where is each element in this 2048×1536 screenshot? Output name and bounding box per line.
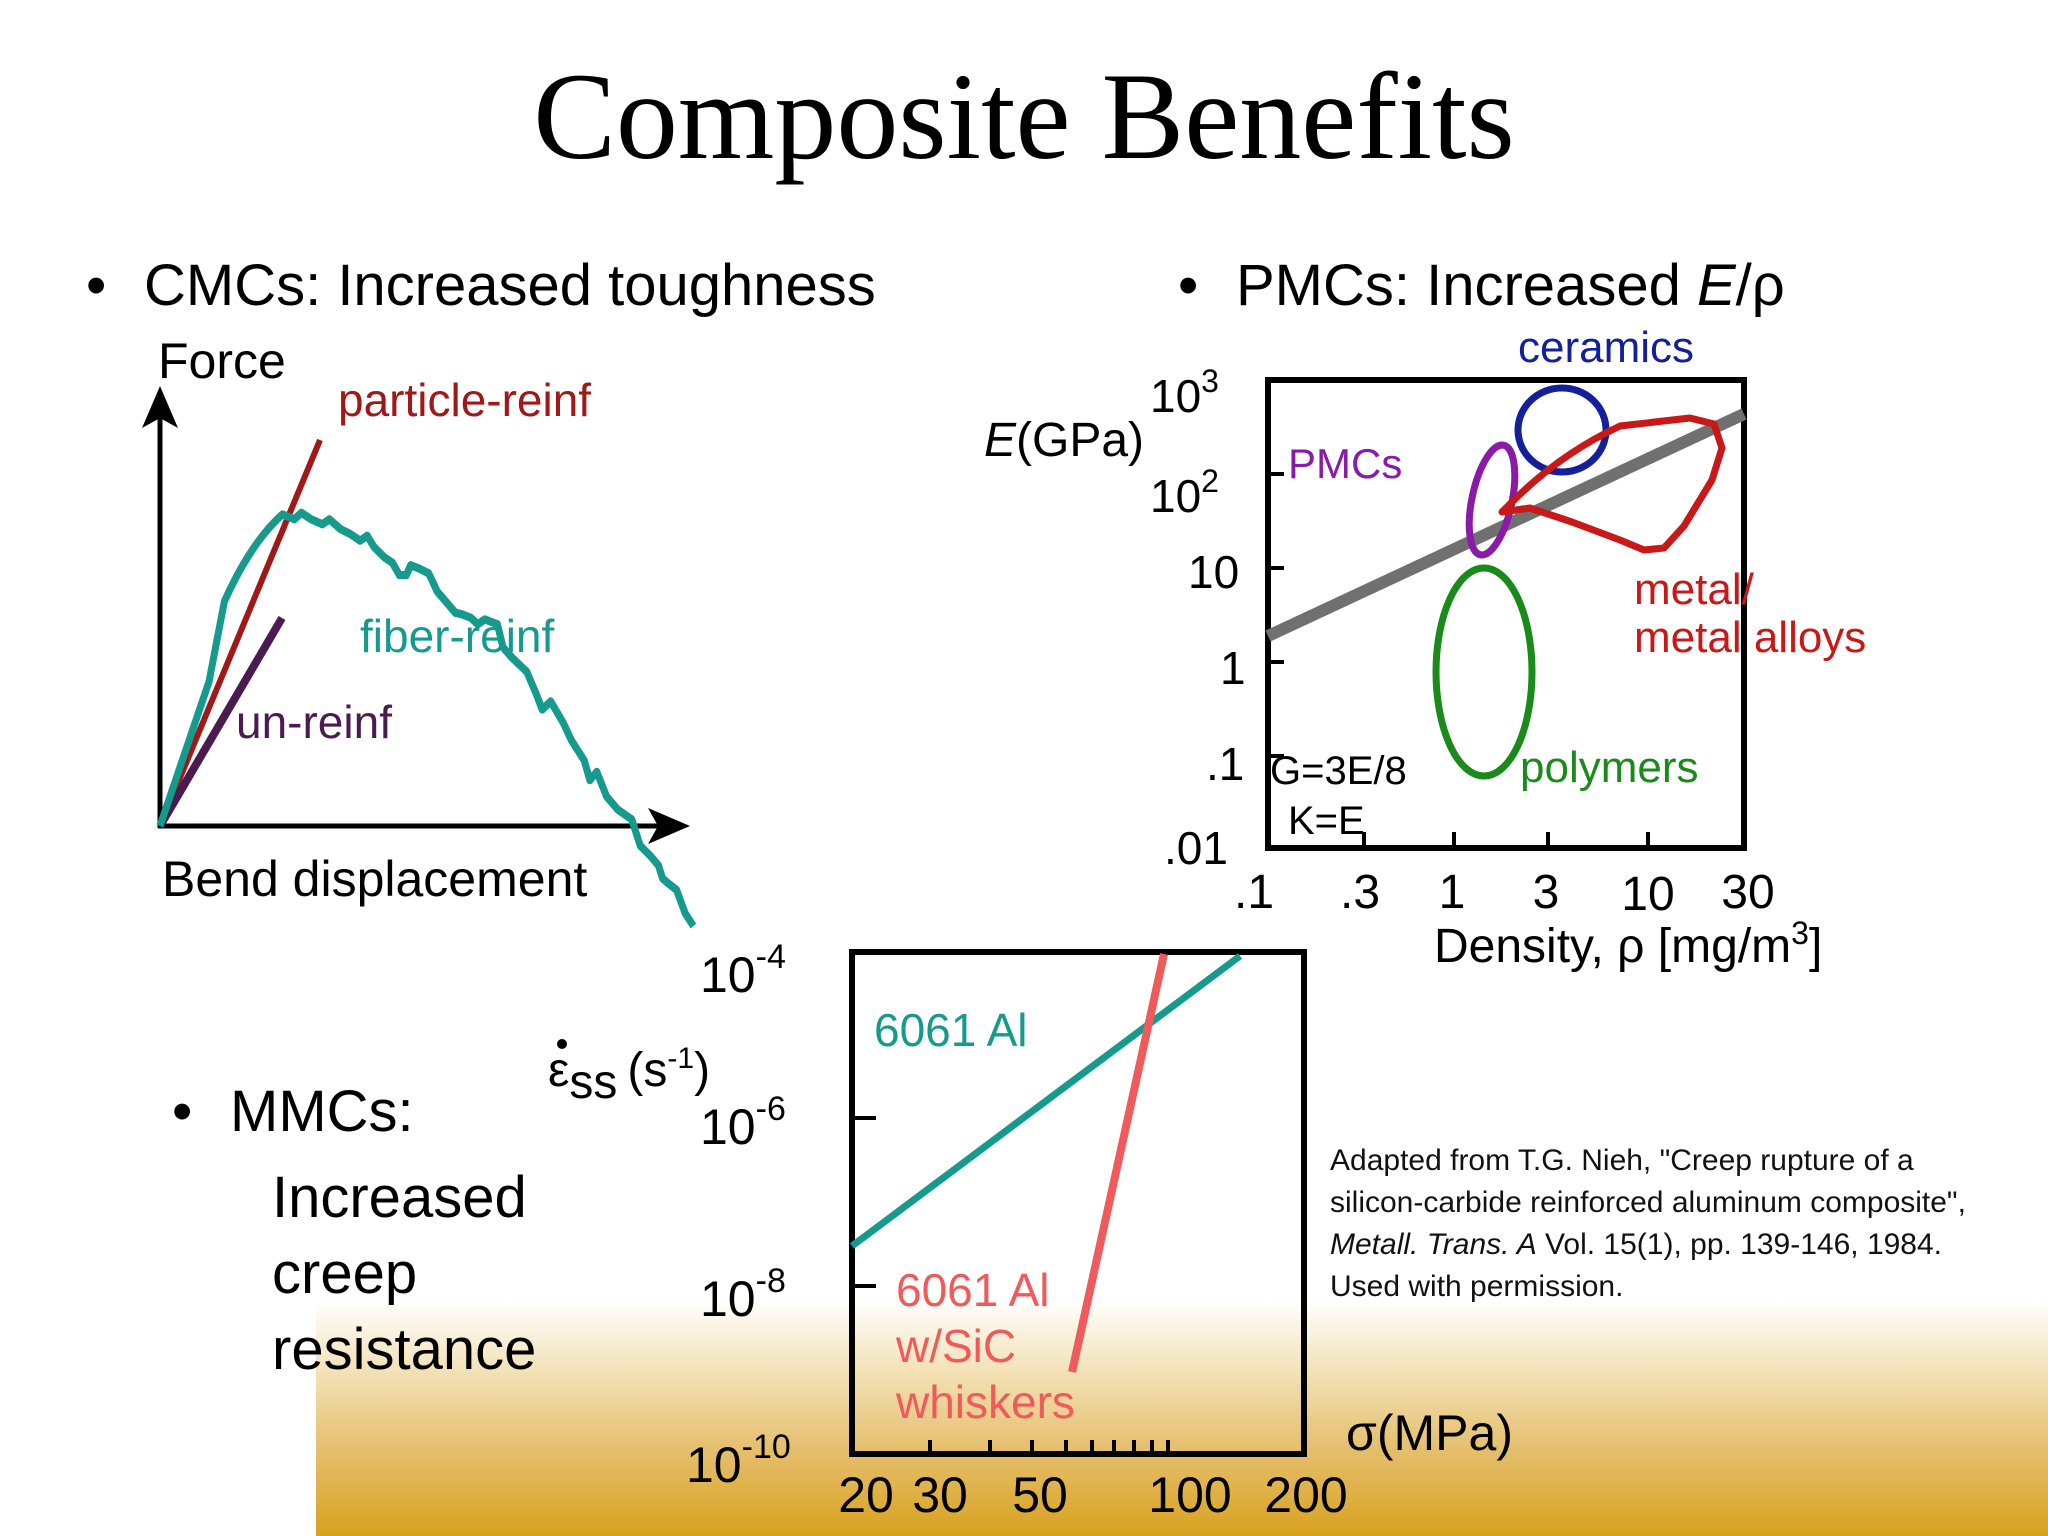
mmc-x-tick-label: 50 [1012,1467,1068,1523]
bullet-pmc-prefix: PMCs: Increased [1236,253,1697,318]
pmc-x-tick-label: 1 [1439,866,1466,919]
mmc-y-tick-label: 10-4 [700,938,786,1003]
pmcs-label: PMCs [1288,440,1402,487]
mmc-y-tick-label: 10-8 [700,1262,786,1327]
citation-line-1: Adapted from T.G. Nieh, "Creep rupture o… [1330,1144,1914,1177]
cmc-x-arrowhead [648,808,690,844]
bullet-mmc: • MMCs: [172,1079,414,1144]
bullet-mmc-text: MMCs: [230,1079,414,1144]
mmc-y-tick-label: 10-10 [686,1428,791,1493]
series-sic-label-line1: 6061 Al [896,1264,1049,1316]
citation-line-3: Metall. Trans. A Vol. 15(1), pp. 139-146… [1330,1224,1966,1266]
cmc-diagram: Force Bend displacement particle-reinf f… [142,333,697,929]
pmc-y-tick-label: .1 [1206,738,1244,790]
mmc-y-ticks [852,1116,876,1288]
mmc-line-2: creep [272,1241,418,1306]
bullet-cmc-text: CMCs: Increased toughness [144,253,876,318]
mmc-x-tick-label: 200 [1264,1467,1347,1523]
pmc-x-tick-label: 30 [1721,866,1774,919]
mmc-x-tick-labels: 20 30 50 100 200 [838,1467,1348,1523]
series-6061-al-sic [1068,953,1168,1373]
citation-line-4: Used with permission. [1330,1270,1624,1303]
particle-reinf-curve [157,438,323,828]
pmc-y-tick-label: .01 [1164,822,1228,874]
particle-reinf-label: particle-reinf [338,374,591,426]
pmc-x-tick-label: .3 [1340,866,1380,919]
pmc-x-ticks [1362,832,1650,848]
bullet-pmc-e: E [1696,253,1736,318]
pmc-x-label: Density, ρ [mg/m3] [1434,915,1822,973]
footer-gradient [316,1300,2048,1536]
mmc-y-label: εss (s-1) [548,1042,710,1109]
epsilon-dot [557,1039,567,1049]
pmc-plot-frame [1265,377,1747,851]
citation-line-2: silicon-carbide reinforced aluminum comp… [1330,1186,1966,1219]
bullet-pmc: • PMCs: Increased E/ρ [1178,253,1785,318]
mmc-y-tick-labels: 10-4 10-6 10-8 10-10 [686,938,791,1493]
mmc-y-tick-label: 10-6 [700,1090,786,1155]
citation-volume: Vol. 15(1), pp. 139-146, 1984. [1536,1228,1943,1261]
citation: Adapted from T.G. Nieh, "Creep rupture o… [1330,1140,1966,1308]
mmc-line-1: Increased [272,1165,527,1230]
fiber-reinf-curve [156,508,697,929]
pmc-y-tick-label: 10 [1188,546,1239,598]
bullet-pmc-rho: /ρ [1735,253,1785,318]
ceramics-label: ceramics [1518,323,1694,372]
pmc-x-tick-label: 3 [1533,866,1560,919]
series-sic-label-line2: w/SiC [895,1320,1016,1372]
mmc-x-tick-label: 20 [838,1467,894,1523]
cmc-y-label: Force [158,333,286,389]
pmc-y-tick-label: 102 [1150,463,1219,522]
mmc-x-tick-label: 100 [1148,1467,1231,1523]
pmc-k-equation: K=E [1288,799,1365,843]
mmc-x-tick-label: 30 [912,1467,968,1523]
pmc-y-tick-labels: 103 102 10 1 .1 .01 [1150,363,1246,874]
pmc-y-tick-label: 103 [1150,363,1219,422]
series-6061-al [849,953,1243,1249]
mmc-chart: 6061 Al 6061 Al w/SiC whiskers 10-4 10-6… [548,938,1513,1523]
slide-title: Composite Benefits [533,48,1515,185]
metal-label-line1: metal/ [1634,565,1755,614]
mmc-plot-frame [849,949,1307,1457]
fiber-reinf-label: fiber-reinf [360,610,555,662]
series-6061-al-label: 6061 Al [874,1004,1027,1056]
pmc-x-tick-labels: .1 .3 1 3 10 30 [1234,866,1775,921]
pmc-chart: ceramics PMCs metal/ metal alloys polyme… [984,323,1866,973]
pmc-y-label-e: E [984,414,1017,467]
metals-region [1498,414,1726,554]
citation-journal: Metall. Trans. A [1330,1228,1537,1261]
bullet-cmc: • CMCs: Increased toughness [86,253,876,318]
mmc-x-ticks [928,1440,1170,1454]
pmc-y-ticks [1268,378,1284,758]
un-reinf-label: un-reinf [236,696,392,748]
pmc-x-tick-label: .1 [1234,866,1274,919]
mmc-description: Increased creep resistance [272,1160,536,1388]
mmc-x-label: σ(MPa) [1346,1405,1513,1461]
polymers-region [1432,564,1536,780]
series-sic-label-line3: whiskers [895,1376,1075,1428]
mmc-line-3: resistance [272,1317,537,1382]
cmc-y-arrowhead [142,386,178,428]
polymers-label: polymers [1520,743,1699,792]
pmc-y-label: E(GPa) [984,414,1144,467]
cmc-x-label: Bend displacement [162,851,587,907]
pmc-y-tick-label: 1 [1220,642,1246,694]
pmc-y-label-unit: (GPa) [1016,414,1144,467]
metal-label-line2: metal alloys [1634,613,1866,662]
pmc-x-tick-label: 10 [1621,868,1674,921]
un-reinf-curve [156,615,286,829]
pmc-g-equation: G=3E/8 [1270,749,1407,793]
